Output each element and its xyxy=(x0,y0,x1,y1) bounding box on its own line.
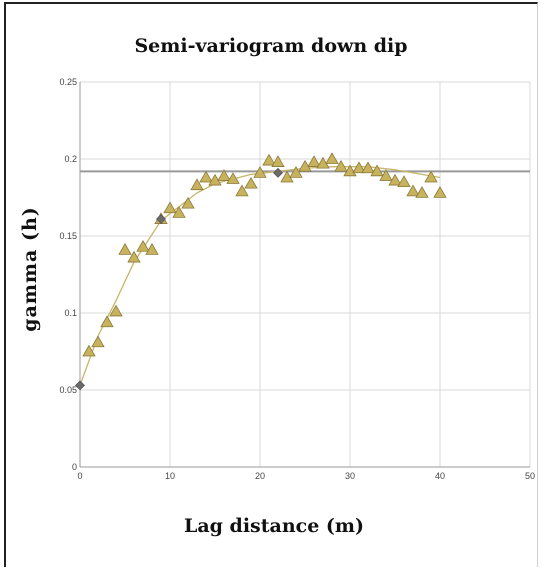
data-point-triangle xyxy=(379,169,393,181)
data-point-triangle xyxy=(172,206,186,218)
data-point-triangle xyxy=(271,155,285,167)
y-axis-label: gamma (h) xyxy=(19,206,41,332)
y-tick-label: 0.05 xyxy=(59,385,77,395)
data-point-triangle xyxy=(361,161,375,174)
data-point-triangle xyxy=(82,344,96,357)
data-point-triangle xyxy=(352,161,366,174)
data-point-triangle xyxy=(100,315,114,328)
data-point-triangle xyxy=(127,250,141,263)
x-tick-label: 0 xyxy=(77,471,82,481)
model-point-diamond xyxy=(273,167,283,178)
data-point-triangle xyxy=(145,243,159,255)
data-point-triangle xyxy=(118,243,132,255)
y-tick-label: 0.1 xyxy=(64,308,77,318)
data-point-triangle xyxy=(136,239,150,252)
model-point-diamond xyxy=(75,380,85,391)
data-points xyxy=(75,152,447,391)
data-point-triangle xyxy=(253,166,267,178)
data-point-triangle xyxy=(91,335,105,348)
data-point-triangle xyxy=(289,166,303,178)
semivariogram-chart: Semi-variogram down dip 0 10 20 30 40 50 0 0.0… xyxy=(19,35,535,537)
data-point-triangle xyxy=(199,170,213,183)
y-tick-label: 0 xyxy=(72,462,77,472)
data-point-triangle xyxy=(388,173,402,186)
x-tick-label: 30 xyxy=(345,471,355,481)
data-point-triangle xyxy=(424,170,438,183)
y-tick-labels: 0 0.05 0.1 0.15 0.2 0.25 xyxy=(59,77,77,472)
data-point-triangle xyxy=(235,184,249,197)
data-point-triangle xyxy=(226,172,240,184)
x-tick-label: 40 xyxy=(435,471,445,481)
data-point-triangle xyxy=(307,155,321,167)
x-axis-label: Lag distance (m) xyxy=(184,515,364,537)
data-point-triangle xyxy=(262,153,276,166)
data-point-triangle xyxy=(406,184,420,197)
data-point-triangle xyxy=(334,159,348,172)
y-tick-label: 0.2 xyxy=(64,154,77,164)
y-tick-label: 0.25 xyxy=(59,77,77,87)
grid xyxy=(79,81,531,468)
data-point-triangle xyxy=(343,164,357,177)
x-tick-labels: 0 10 20 30 40 50 xyxy=(77,471,535,481)
data-point-triangle xyxy=(397,175,411,188)
y-tick-label: 0.15 xyxy=(59,231,77,241)
data-point-triangle xyxy=(244,176,258,189)
chart-frame: Semi-variogram down dip 0 10 20 30 40 50 0 0.0… xyxy=(4,2,538,567)
model-line xyxy=(79,166,441,386)
data-point-triangle xyxy=(181,196,195,209)
data-point-triangle xyxy=(433,186,447,198)
x-tick-label: 20 xyxy=(255,471,265,481)
data-point-triangle xyxy=(415,186,429,198)
data-point-triangle xyxy=(325,152,339,164)
data-point-triangle xyxy=(370,164,384,177)
chart-title: Semi-variogram down dip xyxy=(134,35,407,57)
x-tick-label: 10 xyxy=(165,471,175,481)
data-point-triangle xyxy=(217,169,231,181)
x-tick-label: 50 xyxy=(525,471,535,481)
data-point-triangle xyxy=(190,178,204,191)
model-point-diamond xyxy=(156,214,166,224)
data-point-triangle xyxy=(163,201,177,214)
data-point-triangle xyxy=(109,304,123,317)
